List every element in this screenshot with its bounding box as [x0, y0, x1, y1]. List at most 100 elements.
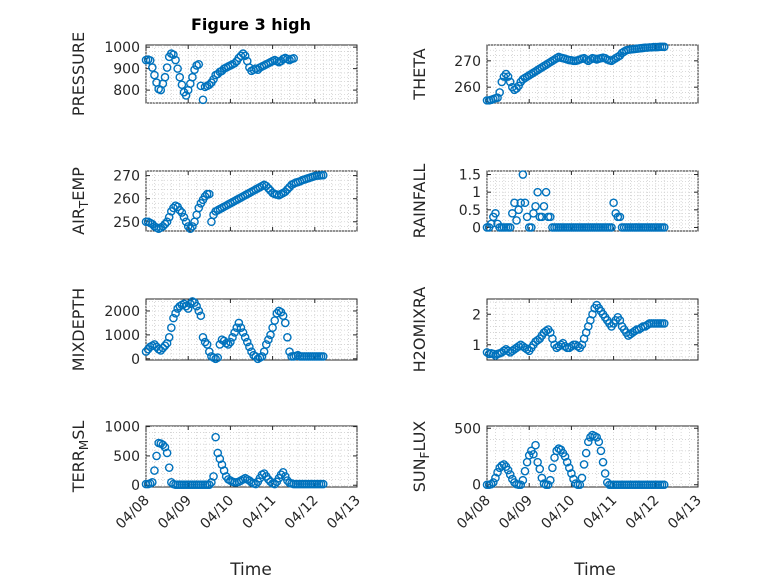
- y-tick-label: 0.5: [459, 203, 481, 219]
- data-point: [522, 345, 532, 354]
- data-point: [546, 212, 555, 222]
- data-point: [560, 452, 570, 461]
- data-point: [592, 432, 602, 442]
- data-point: [251, 352, 261, 361]
- data-point: [188, 222, 197, 231]
- data-point: [283, 185, 292, 194]
- data-point: [183, 222, 193, 231]
- y-tick-label: 2: [472, 307, 481, 323]
- data-point: [659, 480, 669, 490]
- data-point: [228, 332, 237, 342]
- x-tick-label: 04/11: [581, 493, 621, 533]
- data-point: [186, 224, 195, 233]
- data-point: [278, 468, 288, 477]
- data-point: [505, 470, 515, 479]
- data-point: [543, 480, 553, 490]
- y-axis-label: AIRTEMP: [69, 167, 91, 235]
- data-point: [546, 475, 555, 485]
- data-point: [164, 463, 174, 472]
- data-point: [181, 301, 191, 311]
- data-point: [596, 446, 606, 456]
- data-point: [160, 72, 170, 82]
- data-point: [181, 91, 191, 100]
- data-point: [264, 184, 273, 193]
- subplot-h2omixra: 1 2 H2OMIXRA: [410, 287, 699, 373]
- data-point: [162, 63, 172, 72]
- y-tick-label: 1.5: [459, 168, 481, 184]
- data-point: [594, 437, 604, 447]
- data-point: [516, 198, 526, 208]
- data-point: [659, 42, 669, 52]
- y-tick-label: 800: [113, 83, 140, 99]
- data-point: [560, 341, 570, 351]
- data-point: [533, 335, 542, 345]
- data-point: [516, 480, 526, 490]
- axes-background: [145, 170, 358, 232]
- x-tick-label: 04/12: [282, 493, 322, 533]
- data-point: [169, 50, 178, 59]
- data-point: [499, 460, 509, 469]
- data-point: [486, 479, 496, 489]
- data-point: [583, 437, 593, 447]
- data-point: [607, 223, 616, 232]
- x-tick-label: 04/09: [496, 493, 536, 533]
- data-point: [188, 72, 197, 82]
- data-point: [493, 468, 502, 477]
- data-point: [495, 88, 504, 97]
- data-point: [171, 309, 180, 318]
- data-point: [179, 299, 189, 309]
- y-axis-label: H2OMIXRA: [410, 287, 429, 373]
- data-point: [567, 469, 576, 478]
- data-point: [236, 323, 246, 333]
- data-point: [564, 463, 574, 473]
- data-point: [251, 479, 261, 489]
- subplot-mixdepth: 0 1000 2000 MIXDEPTH: [69, 288, 358, 371]
- data-point: [194, 306, 204, 316]
- x-tick-label: 04/10: [197, 493, 237, 533]
- data-point: [162, 217, 172, 227]
- axes-background: [486, 170, 699, 232]
- data-point: [518, 170, 528, 179]
- axes-background: [486, 425, 699, 488]
- data-point: [579, 460, 589, 469]
- data-point: [148, 478, 157, 487]
- data-point: [569, 474, 578, 484]
- data-point: [531, 201, 540, 211]
- data-point: [230, 328, 239, 337]
- axes-background: [486, 44, 699, 104]
- data-point: [529, 449, 538, 459]
- data-point: [659, 223, 669, 232]
- data-point: [183, 304, 193, 313]
- data-point: [318, 479, 328, 489]
- y-tick-label: 270: [454, 54, 481, 70]
- data-point: [533, 187, 542, 197]
- data-point: [169, 313, 178, 323]
- subplot-theta: 260 270 THETA: [410, 42, 699, 105]
- y-tick-label: 0: [131, 478, 140, 494]
- subplot-terr-msl: 0 500 1000 04/08 04/09 04/10 04/11 04/12 04/13 TE…: [69, 420, 364, 533]
- data-point: [537, 212, 547, 222]
- data-point: [283, 332, 292, 342]
- y-axis-label: RAINFALL: [410, 164, 429, 239]
- y-axis-label: MIXDEPTH: [69, 288, 88, 371]
- data-point: [539, 201, 549, 211]
- x-tick-label: 04/08: [454, 493, 494, 533]
- y-tick-label: 900: [113, 62, 140, 78]
- data-point: [512, 216, 521, 225]
- data-point: [242, 337, 252, 347]
- y-tick-label: 260: [113, 192, 140, 208]
- data-point: [562, 457, 572, 467]
- data-point: [167, 323, 176, 333]
- subplot-pressure: 800 900 1000 PRESSURE: [69, 32, 358, 116]
- y-tick-label: 0: [472, 220, 481, 236]
- data-point: [158, 440, 168, 450]
- data-point: [280, 318, 290, 328]
- data-point: [164, 212, 174, 222]
- data-point: [223, 340, 233, 349]
- data-point: [162, 448, 172, 458]
- axes-background: [145, 298, 358, 361]
- figure-title: Figure 3 high: [191, 15, 311, 34]
- data-point: [240, 51, 250, 61]
- data-point: [171, 55, 180, 65]
